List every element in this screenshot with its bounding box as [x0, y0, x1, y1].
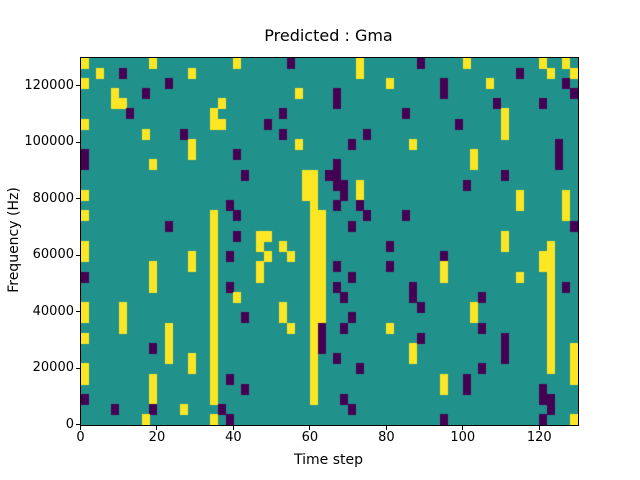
- x-tick-mark: [156, 425, 158, 430]
- y-tick-label: 120000: [24, 77, 74, 93]
- plot-area: [80, 57, 579, 426]
- x-tick-mark: [80, 425, 81, 430]
- x-tick-mark: [538, 425, 540, 430]
- y-tick-label: 0: [65, 416, 74, 432]
- y-tick-mark: [76, 311, 80, 313]
- y-tick-mark: [76, 198, 80, 200]
- y-tick-label: 100000: [24, 134, 74, 150]
- y-tick-label: 40000: [32, 303, 74, 319]
- x-axis-label: Time step: [294, 452, 363, 468]
- x-tick-label: 20: [148, 430, 166, 445]
- x-tick-label: 40: [225, 430, 242, 445]
- y-tick-mark: [76, 424, 80, 425]
- x-tick-mark: [232, 425, 234, 430]
- x-tick-mark: [462, 425, 464, 430]
- x-tick-label: 120: [526, 430, 552, 445]
- y-tick-mark: [76, 141, 80, 143]
- x-tick-mark: [385, 425, 387, 430]
- y-tick-label: 60000: [32, 247, 74, 263]
- y-tick-mark: [76, 85, 80, 87]
- y-tick-label: 80000: [32, 190, 74, 206]
- y-tick-mark: [76, 367, 80, 369]
- x-tick-label: 0: [76, 430, 85, 445]
- x-tick-label: 80: [378, 430, 395, 445]
- x-tick-label: 60: [301, 430, 319, 445]
- heatmap-canvas: [81, 58, 578, 425]
- chart-title: Predicted : Gma: [264, 26, 393, 45]
- y-tick-mark: [76, 254, 80, 256]
- x-tick-label: 100: [450, 430, 476, 445]
- x-tick-mark: [309, 425, 311, 430]
- y-tick-label: 20000: [32, 360, 74, 376]
